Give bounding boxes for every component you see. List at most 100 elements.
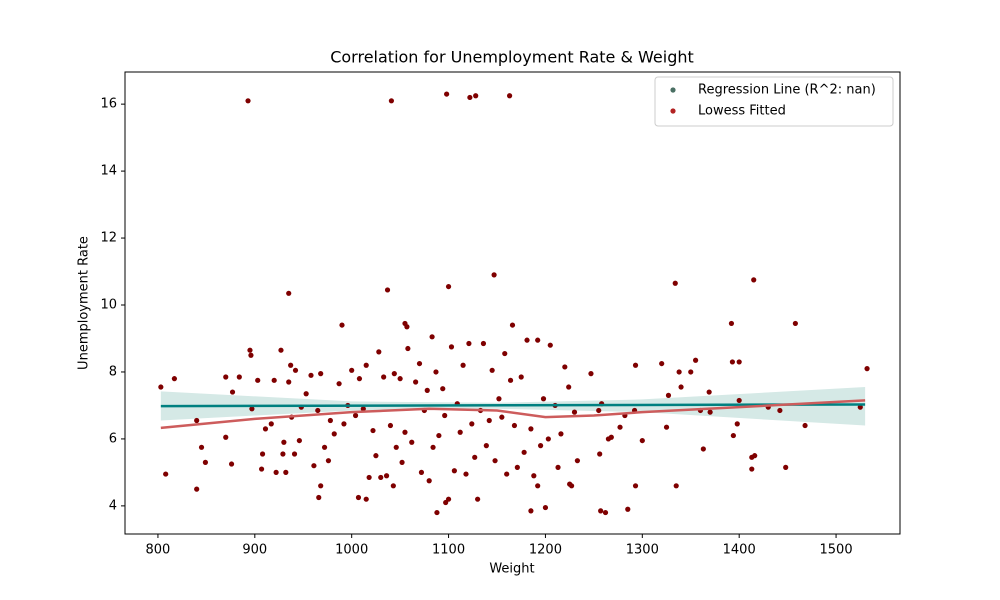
data-point	[857, 404, 863, 410]
data-point	[639, 437, 645, 444]
data-point	[325, 458, 332, 464]
data-point	[387, 422, 394, 429]
data-point	[158, 384, 164, 390]
data-point	[245, 98, 251, 104]
data-point	[562, 364, 568, 370]
x-tick-label: 1500	[820, 543, 853, 558]
data-point	[352, 412, 359, 419]
data-point	[383, 473, 390, 479]
data-point	[283, 469, 289, 475]
data-point	[434, 509, 440, 516]
data-point	[426, 478, 432, 484]
data-point	[509, 322, 516, 328]
data-point	[736, 397, 742, 404]
x-axis-label: Weight	[489, 562, 534, 577]
data-point	[194, 417, 200, 424]
data-point	[540, 396, 547, 402]
data-point	[792, 320, 798, 327]
data-point	[496, 396, 502, 402]
data-point	[376, 349, 382, 355]
data-point	[451, 468, 457, 474]
data-point	[729, 359, 736, 365]
data-point	[596, 407, 602, 414]
data-point	[341, 421, 347, 427]
data-point	[443, 499, 449, 506]
data-point	[625, 506, 631, 512]
data-point	[442, 412, 448, 419]
data-point	[416, 360, 423, 367]
data-point	[255, 377, 261, 383]
data-point	[202, 459, 209, 465]
data-point	[659, 360, 665, 367]
data-point	[262, 426, 269, 432]
data-point	[349, 367, 355, 373]
data-point	[777, 407, 783, 414]
data-point	[518, 374, 524, 380]
data-point	[528, 508, 534, 514]
data-point	[491, 272, 497, 278]
data-point	[424, 387, 430, 393]
data-point	[292, 367, 299, 373]
data-point	[331, 431, 337, 437]
x-tick-label: 1000	[335, 543, 368, 558]
data-point	[355, 494, 362, 501]
data-point	[405, 345, 411, 352]
data-point	[472, 454, 478, 460]
data-point	[318, 483, 324, 489]
legend: Regression Line (R^2: nan) Lowess Fitted	[654, 76, 894, 127]
data-point	[802, 422, 808, 429]
data-point	[311, 463, 317, 469]
data-point	[492, 458, 498, 464]
data-point	[286, 290, 292, 296]
fit-line	[160, 403, 866, 408]
data-point	[315, 407, 321, 414]
data-point	[363, 496, 369, 502]
y-tick-label: 8	[109, 364, 117, 379]
x-tick-label: 800	[146, 543, 171, 558]
data-point	[483, 443, 489, 449]
data-point	[360, 406, 366, 412]
data-point	[555, 464, 561, 470]
data-point	[429, 334, 435, 340]
data-point	[486, 417, 492, 424]
y-tick-label: 10	[100, 298, 117, 313]
data-point	[286, 379, 292, 385]
data-point	[384, 287, 391, 293]
data-point	[194, 486, 200, 492]
data-point	[506, 93, 513, 99]
data-point	[707, 409, 713, 415]
data-point	[730, 432, 736, 439]
data-point	[271, 377, 277, 383]
data-point	[228, 461, 235, 467]
data-point	[404, 324, 410, 330]
y-axis-label: Unemployment Rate	[77, 236, 92, 370]
data-point	[433, 369, 439, 375]
legend-label: Lowess Fitted	[698, 104, 786, 119]
data-point	[247, 347, 253, 353]
data-point	[480, 340, 487, 347]
data-point	[280, 451, 286, 457]
data-point	[318, 371, 324, 377]
data-point	[463, 471, 469, 477]
data-point	[363, 362, 369, 368]
data-point	[467, 94, 473, 101]
data-point	[537, 443, 544, 449]
x-tick-label: 1100	[432, 543, 465, 558]
data-point	[339, 322, 345, 328]
data-point	[751, 277, 757, 283]
data-point	[413, 379, 419, 385]
data-point	[198, 444, 205, 450]
y-tick-label: 4	[109, 498, 117, 513]
data-point	[366, 474, 372, 481]
data-point	[229, 389, 236, 395]
data-point	[535, 483, 541, 489]
data-point	[448, 344, 455, 350]
data-point	[574, 458, 581, 464]
data-point	[402, 429, 408, 435]
data-point	[249, 406, 255, 412]
data-point	[489, 367, 495, 373]
data-point	[288, 362, 294, 368]
data-point	[706, 389, 712, 395]
